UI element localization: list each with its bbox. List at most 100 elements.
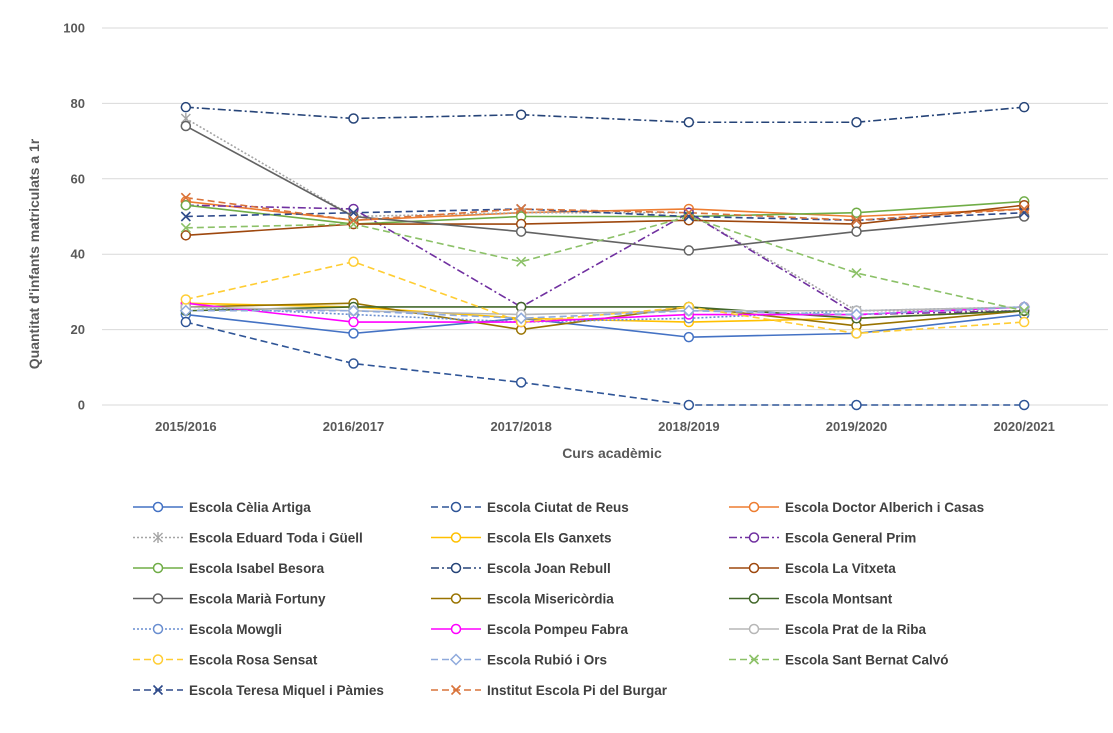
data-point-7-2 [515, 109, 527, 120]
legend-swatch-marker [748, 654, 760, 665]
y-tick-label: 100 [63, 21, 85, 36]
legend-swatch-marker [152, 654, 164, 665]
legend-swatch-marker [450, 684, 462, 696]
data-point-7-0 [180, 101, 192, 113]
legend-item-13: Escola Pompeu Fabra [431, 622, 629, 637]
data-point-17-4 [851, 267, 862, 279]
x-tick-label: 2018/2019 [658, 419, 719, 434]
legend-label: Escola General Prim [785, 531, 916, 546]
legend-item-17: Escola Sant Bernat Calvó [729, 653, 949, 668]
legend-item-11: Escola Montsant [729, 592, 893, 607]
data-point-1-5 [1018, 399, 1030, 411]
legend-swatch-marker [152, 501, 164, 513]
data-point-17-5 [1019, 305, 1030, 316]
legend-label: Escola Prat de la Riba [785, 622, 927, 637]
legend-label: Escola Els Ganxets [487, 531, 612, 546]
legend-swatch-marker [450, 593, 462, 604]
data-point-16-2 [515, 312, 528, 325]
series-line-11 [185, 306, 1025, 320]
data-point-15-4 [851, 328, 862, 339]
legend-item-5: Escola General Prim [729, 531, 916, 546]
legend: Escola Cèlia Artiga Escola Ciutat de Reus… [133, 500, 984, 698]
legend-swatch-marker [450, 562, 462, 574]
y-tick-label: 80 [71, 96, 85, 111]
data-point-16-0 [179, 304, 192, 317]
legend-swatch-marker [152, 623, 164, 635]
legend-label: Escola Doctor Alberich i Casas [785, 500, 984, 515]
y-tick-label: 0 [78, 398, 85, 413]
legend-item-12: Escola Mowgli [133, 622, 282, 637]
data-point-7-1 [348, 113, 359, 124]
x-tick-label: 2019/2020 [826, 419, 887, 434]
legend-label: Escola Pompeu Fabra [487, 622, 629, 637]
legend-item-3: Escola Eduard Toda i Güell [133, 531, 363, 546]
data-point-17-1 [348, 218, 359, 230]
series-line-19 [185, 196, 1025, 222]
y-axis-ticks: 0 20 40 60 80 100 [63, 21, 85, 413]
y-tick-label: 40 [71, 247, 85, 262]
x-axis-ticks: 2015/2016 2016/2017 2017/2018 2018/2019 2019… [155, 419, 1055, 434]
data-point-19-5 [1019, 203, 1030, 215]
x-tick-label: 2015/2016 [155, 419, 216, 434]
y-axis-title: Quantitat d'infants matriculats a 1r [26, 138, 42, 369]
data-point-18-1 [348, 207, 359, 218]
x-tick-label: 2017/2018 [490, 419, 551, 434]
data-point-19-3 [683, 207, 694, 218]
legend-item-8: Escola La Vitxeta [729, 561, 896, 576]
legend-swatch-marker [152, 684, 164, 696]
legend-swatch-marker [152, 562, 164, 574]
legend-item-15: Escola Rosa Sensat [133, 653, 318, 668]
data-point-1-2 [515, 377, 527, 388]
legend-swatch-marker [450, 501, 462, 513]
data-point-13-1 [348, 316, 359, 328]
legend-label: Escola Eduard Toda i Güell [189, 531, 363, 546]
legend-swatch-marker [450, 532, 462, 543]
legend-item-2: Escola Doctor Alberich i Casas [729, 500, 984, 515]
legend-swatch-marker [748, 532, 760, 543]
data-point-19-2 [516, 203, 527, 215]
x-tick-label: 2016/2017 [323, 419, 384, 434]
legend-item-1: Escola Ciutat de Reus [431, 500, 629, 515]
series-line-6 [185, 200, 1025, 225]
data-point-1-4 [851, 399, 862, 411]
gridlines [102, 27, 1108, 406]
legend-label: Escola Misericòrdia [487, 592, 614, 607]
x-tick-label: 2020/2021 [993, 419, 1054, 434]
legend-label: Escola Teresa Miquel i Pàmies [189, 683, 384, 698]
data-point-19-4 [851, 215, 862, 226]
legend-label: Escola Isabel Besora [189, 561, 325, 576]
data-point-15-0 [180, 294, 192, 305]
data-point-9-3 [683, 245, 695, 256]
legend-label: Escola Marià Fortuny [189, 592, 326, 607]
data-point-1-0 [180, 316, 192, 328]
legend-swatch-marker [153, 532, 163, 543]
data-point-6-4 [851, 207, 862, 218]
series-line-7 [185, 106, 1025, 124]
legend-label: Escola Cèlia Artiga [189, 500, 311, 515]
data-point-16-3 [682, 304, 695, 317]
data-point-15-1 [348, 256, 359, 267]
data-point-0-3 [683, 331, 695, 343]
data-point-18-0 [180, 211, 191, 222]
data-point-16-1 [347, 304, 360, 317]
legend-item-16: Escola Rubió i Ors [431, 653, 607, 668]
legend-item-0: Escola Cèlia Artiga [133, 500, 311, 515]
data-point-0-1 [348, 328, 359, 339]
data-point-8-0 [180, 230, 192, 241]
legend-item-18: Escola Teresa Miquel i Pàmies [133, 683, 384, 698]
data-point-9-2 [515, 226, 527, 237]
legend-swatch-marker [748, 593, 760, 604]
series-lines [185, 106, 1025, 406]
data-point-9-0 [180, 120, 192, 132]
y-tick-label: 60 [71, 171, 85, 186]
data-point-9-4 [851, 226, 862, 237]
legend-label: Escola Sant Bernat Calvó [785, 653, 949, 668]
data-point-15-5 [1018, 316, 1030, 328]
series-line-16 [185, 306, 1025, 320]
legend-item-14: Escola Prat de la Riba [729, 622, 927, 637]
legend-label: Escola Rosa Sensat [189, 653, 318, 668]
legend-label: Institut Escola Pi del Burgar [487, 683, 668, 698]
legend-item-6: Escola Isabel Besora [133, 561, 325, 576]
legend-swatch-marker [748, 623, 760, 635]
data-point-16-5 [1018, 300, 1031, 314]
